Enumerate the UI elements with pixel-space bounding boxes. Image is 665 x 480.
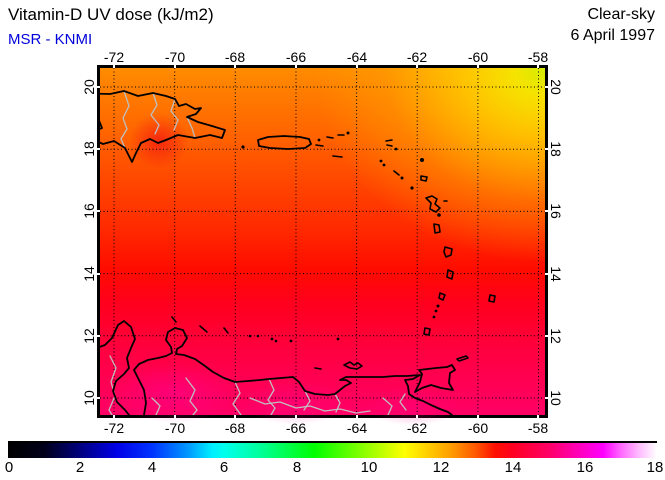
- frame-tick-notch: [97, 210, 100, 212]
- lat-tick-left: 20: [81, 79, 97, 95]
- lon-tick-top: -68: [224, 49, 246, 65]
- frame-tick-notch: [416, 65, 418, 68]
- colorbar: [8, 441, 657, 458]
- lon-tick-bottom: -58: [527, 420, 549, 436]
- lon-tick-top: -62: [406, 49, 428, 65]
- frame-tick-notch: [477, 415, 479, 418]
- lon-tick-top: -58: [527, 49, 549, 65]
- frame-tick-notch: [113, 415, 115, 418]
- lat-tick-right: 18: [548, 141, 564, 157]
- frame-tick-notch: [545, 86, 548, 88]
- colorbar-tick: 6: [219, 459, 229, 476]
- colorbar-tick: 8: [292, 459, 302, 476]
- frame-tick-notch: [97, 397, 100, 399]
- lat-tick-left: 10: [81, 390, 97, 406]
- colorbar-tick: 0: [4, 459, 14, 476]
- lat-tick-right: 20: [548, 79, 564, 95]
- borders-rivers: [108, 90, 407, 415]
- frame-tick-notch: [545, 210, 548, 212]
- frame-tick-notch: [174, 415, 176, 418]
- frame-tick-notch: [97, 148, 100, 150]
- frame-tick-notch: [113, 65, 115, 68]
- colorbar-tick: 4: [147, 459, 157, 476]
- frame-tick-notch: [356, 65, 358, 68]
- page-title: Vitamin-D UV dose (kJ/m2): [8, 5, 214, 24]
- lat-tick-right: 10: [548, 390, 564, 406]
- lon-tick-bottom: -64: [346, 420, 368, 436]
- colorbar-tick: 2: [75, 459, 85, 476]
- lon-tick-top: -70: [164, 49, 186, 65]
- frame-tick-notch: [416, 415, 418, 418]
- frame-tick-notch: [97, 273, 100, 275]
- colorbar-tick: 12: [432, 459, 450, 476]
- colorbar-tick: 18: [646, 459, 664, 476]
- frame-tick-notch: [97, 335, 100, 337]
- small-islands: [171, 134, 496, 370]
- coastlines: [100, 90, 456, 415]
- frame-tick-notch: [234, 65, 236, 68]
- frame-tick-notch: [537, 65, 539, 68]
- source-label: MSR - KNMI: [8, 31, 93, 48]
- lon-tick-bottom: -70: [164, 420, 186, 436]
- frame-tick-notch: [97, 86, 100, 88]
- map-overlay-svg: [100, 68, 545, 415]
- islet-dots: [241, 131, 441, 343]
- lat-tick-right: 12: [548, 328, 564, 344]
- lat-tick-left: 14: [81, 266, 97, 282]
- lat-tick-left: 16: [81, 203, 97, 219]
- lat-tick-left: 12: [81, 328, 97, 344]
- lon-tick-bottom: -66: [285, 420, 307, 436]
- lon-tick-top: -64: [346, 49, 368, 65]
- frame-tick-notch: [295, 415, 297, 418]
- lon-tick-top: -60: [467, 49, 489, 65]
- lon-tick-bottom: -68: [224, 420, 246, 436]
- frame-tick-notch: [295, 65, 297, 68]
- lon-tick-top: -66: [285, 49, 307, 65]
- frame-tick-notch: [234, 415, 236, 418]
- map-frame: [97, 65, 548, 426]
- frame-tick-notch: [477, 65, 479, 68]
- frame-tick-notch: [356, 415, 358, 418]
- lon-tick-top: -72: [103, 49, 125, 65]
- frame-tick-notch: [174, 65, 176, 68]
- frame-tick-notch: [545, 397, 548, 399]
- lat-tick-right: 14: [548, 266, 564, 282]
- frame-tick-notch: [545, 273, 548, 275]
- graticule-gridlines: [100, 68, 545, 415]
- date-label: 6 April 1997: [570, 27, 655, 44]
- lon-tick-bottom: -72: [103, 420, 125, 436]
- lon-tick-bottom: -60: [467, 420, 489, 436]
- lat-tick-right: 16: [548, 203, 564, 219]
- frame-tick-notch: [537, 415, 539, 418]
- lon-tick-bottom: -62: [406, 420, 428, 436]
- colorbar-tick: 14: [504, 459, 522, 476]
- colorbar-tick: 16: [576, 459, 594, 476]
- lat-tick-left: 18: [81, 141, 97, 157]
- condition-label: Clear-sky: [587, 6, 655, 23]
- colorbar-tick: 10: [360, 459, 378, 476]
- frame-tick-notch: [545, 148, 548, 150]
- frame-tick-notch: [545, 335, 548, 337]
